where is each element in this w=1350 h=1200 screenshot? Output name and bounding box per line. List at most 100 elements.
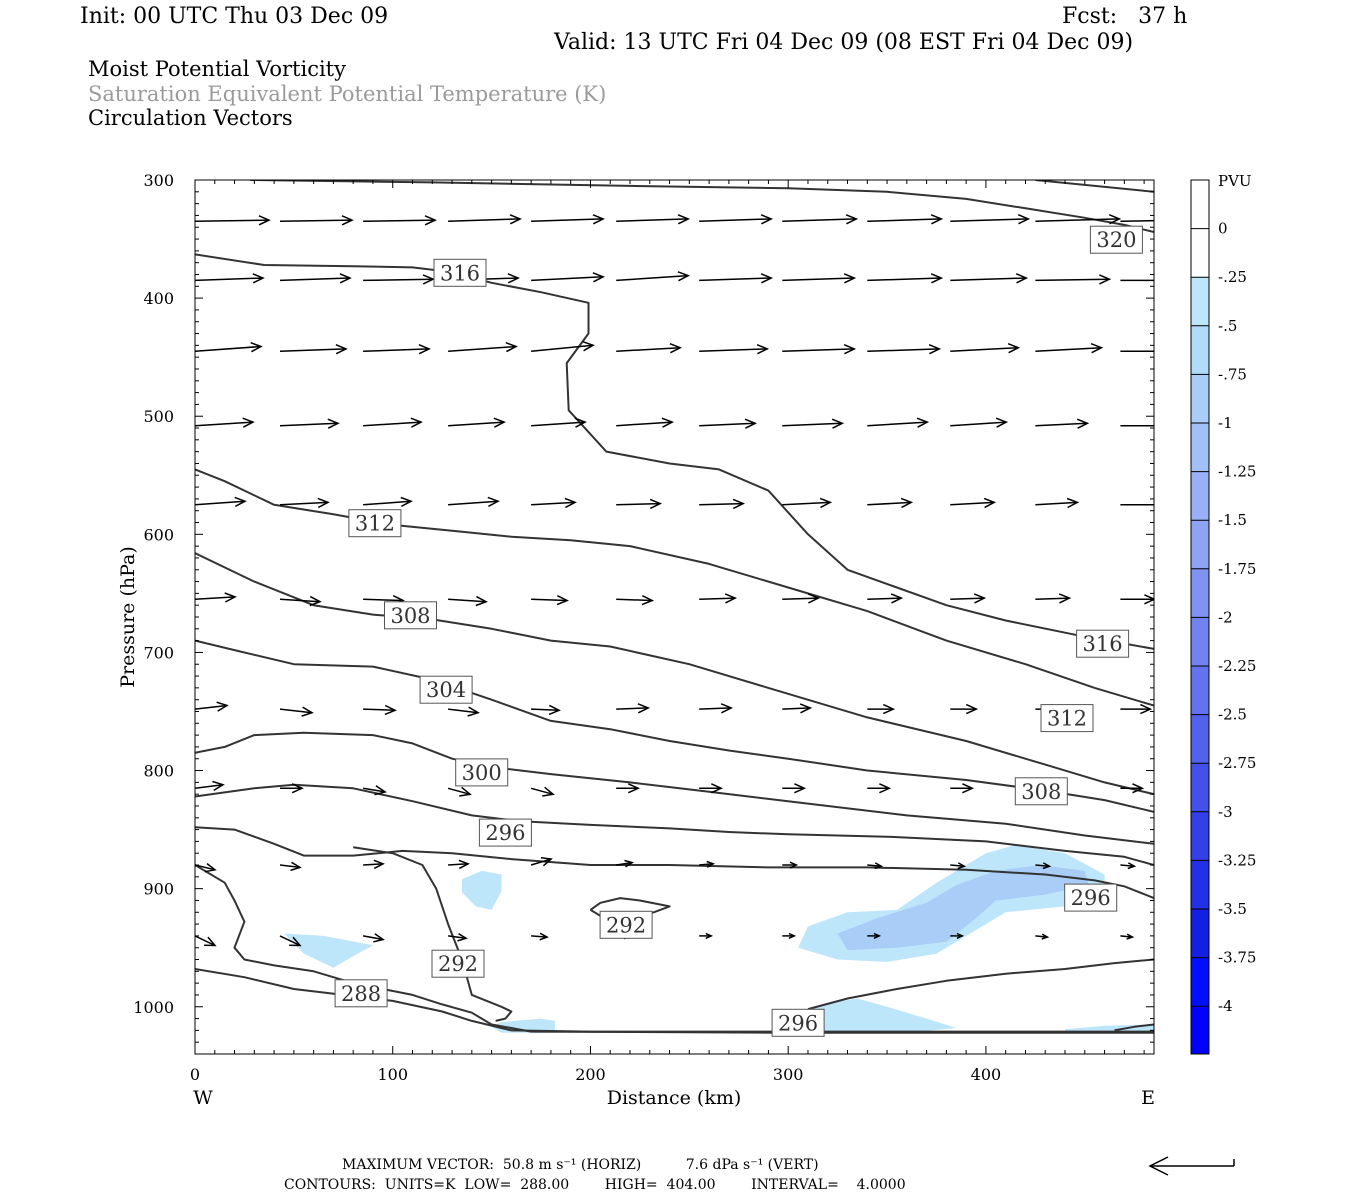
colorbar-swatch <box>1191 909 1209 958</box>
colorbar-unit-label: PVU <box>1218 172 1252 190</box>
circulation-vector <box>782 593 821 604</box>
circulation-vector <box>616 271 691 282</box>
circulation-vector <box>195 592 237 603</box>
colorbar-swatch <box>1191 763 1209 812</box>
circulation-vector <box>195 863 217 873</box>
forecast-hour-label: Fcst: 37 h <box>1062 4 1188 29</box>
circulation-vector <box>867 214 944 225</box>
circulation-vector <box>531 595 569 606</box>
circulation-vector <box>782 497 833 509</box>
circulation-vector <box>1035 593 1072 604</box>
valid-time-label: Valid: 13 UTC Fri 04 Dec 09 (08 EST Fri … <box>554 30 1134 55</box>
circulation-vector <box>1120 783 1145 794</box>
circulation-vector <box>1035 862 1052 870</box>
circulation-vector <box>616 214 691 225</box>
circulation-vector <box>950 417 1009 428</box>
circulation-vector <box>1120 350 1154 353</box>
circulation-vector <box>448 706 480 717</box>
x-tick-label: 300 <box>773 1065 804 1084</box>
circulation-vectors-layer <box>195 214 1154 947</box>
circulation-vector <box>531 497 577 509</box>
colorbar-swatch <box>1191 811 1209 861</box>
circulation-vector <box>530 856 553 867</box>
circulation-vector <box>867 344 942 355</box>
circulation-vector <box>363 344 431 355</box>
circulation-vector <box>950 862 967 870</box>
circulation-vector <box>699 860 716 868</box>
contour-296 <box>195 826 1154 900</box>
title-moist-pv: Moist Potential Vorticity <box>88 57 346 81</box>
contour-label: 312 <box>1047 707 1087 731</box>
contour-label-box <box>433 258 487 287</box>
circulation-vector <box>448 496 500 508</box>
contour-info: CONTOURS: UNITS=K LOW= 288.00 HIGH= 404.… <box>284 1177 906 1193</box>
contour-label-box <box>348 509 402 538</box>
circulation-vector <box>616 417 675 428</box>
circulation-vector <box>1035 343 1104 354</box>
colorbar-tick-label: -3.5 <box>1218 900 1247 918</box>
y-axis-label: Pressure (hPa) <box>117 546 139 688</box>
contour-label: 308 <box>390 604 430 628</box>
contour-label: 304 <box>426 678 466 702</box>
title-theta-es: Saturation Equivalent Potential Temperat… <box>88 82 607 106</box>
circulation-vector <box>1120 703 1153 715</box>
circulation-vector <box>195 341 263 353</box>
west-label: W <box>193 1087 213 1109</box>
contour-label-box <box>431 949 485 978</box>
circulation-vector <box>782 214 859 225</box>
circulation-vector <box>448 214 522 225</box>
max-vector-info: MAXIMUM VECTOR: 50.8 m s⁻¹ (HORIZ) 7.6 d… <box>342 1157 819 1173</box>
colorbar-swatch <box>1191 374 1209 423</box>
contour-304 <box>195 639 1154 813</box>
circulation-vector <box>1035 418 1090 429</box>
contour-label-box <box>478 818 532 847</box>
contour-label: 296 <box>778 1011 818 1035</box>
contour-label: 300 <box>462 761 502 785</box>
theta-es-contours <box>195 180 1154 1034</box>
contour-label: 292 <box>438 952 478 976</box>
colorbar-swatch <box>1191 860 1209 909</box>
circulation-vector <box>782 273 857 284</box>
contour-label: 296 <box>485 821 525 845</box>
circulation-vector <box>699 932 714 939</box>
circulation-vector <box>279 418 340 429</box>
contour-label: 288 <box>341 982 381 1006</box>
circulation-vector <box>531 272 605 283</box>
circulation-vector <box>530 786 555 797</box>
contour-312 <box>195 468 1154 707</box>
colorbar-swatch <box>1191 228 1209 278</box>
colorbar-tick-label: -1.75 <box>1218 560 1256 578</box>
colorbar-tick-label: -4 <box>1218 997 1233 1015</box>
circulation-vector <box>867 497 914 509</box>
circulation-vector <box>1120 594 1154 605</box>
circulation-vector <box>363 417 423 428</box>
circulation-vector <box>279 595 322 607</box>
plot-frame <box>194 179 1155 1055</box>
y-tick-label: 900 <box>143 880 174 899</box>
circulation-vector <box>616 783 641 794</box>
colorbar-tick-label: -3 <box>1218 803 1233 821</box>
y-tick-label: 400 <box>143 289 174 308</box>
x-tick-label: 0 <box>190 1065 200 1084</box>
axes: 300 400 500 600 700 800 900 1000 0 100 200 300 400 <box>133 171 1154 1084</box>
contour-label-box <box>455 758 509 787</box>
circulation-vector <box>1120 862 1137 870</box>
circulation-vector <box>1035 933 1050 940</box>
circulation-vector <box>950 214 1031 225</box>
circulation-vector <box>280 783 304 794</box>
circulation-vector <box>531 932 549 941</box>
colorbar-tick-label: -3.75 <box>1218 949 1256 967</box>
colorbar-tick-label: -2 <box>1218 608 1233 626</box>
circulation-vector <box>363 704 397 716</box>
circulation-vector <box>362 933 385 943</box>
colorbar-tick-label: -2.5 <box>1218 706 1247 724</box>
circulation-vector <box>867 417 930 428</box>
colorbar-swatch <box>1191 617 1209 666</box>
circulation-vector <box>1120 279 1154 282</box>
y-tick-label: 800 <box>143 762 174 781</box>
contour-labels: 320 316 316 312 312 308 308 304 300 296 296 296 292 2… <box>334 225 1143 1037</box>
circulation-vector <box>195 935 217 947</box>
circulation-vector <box>699 703 734 714</box>
circulation-vector <box>616 595 655 606</box>
colorbar-tick-label: -1 <box>1218 414 1233 432</box>
